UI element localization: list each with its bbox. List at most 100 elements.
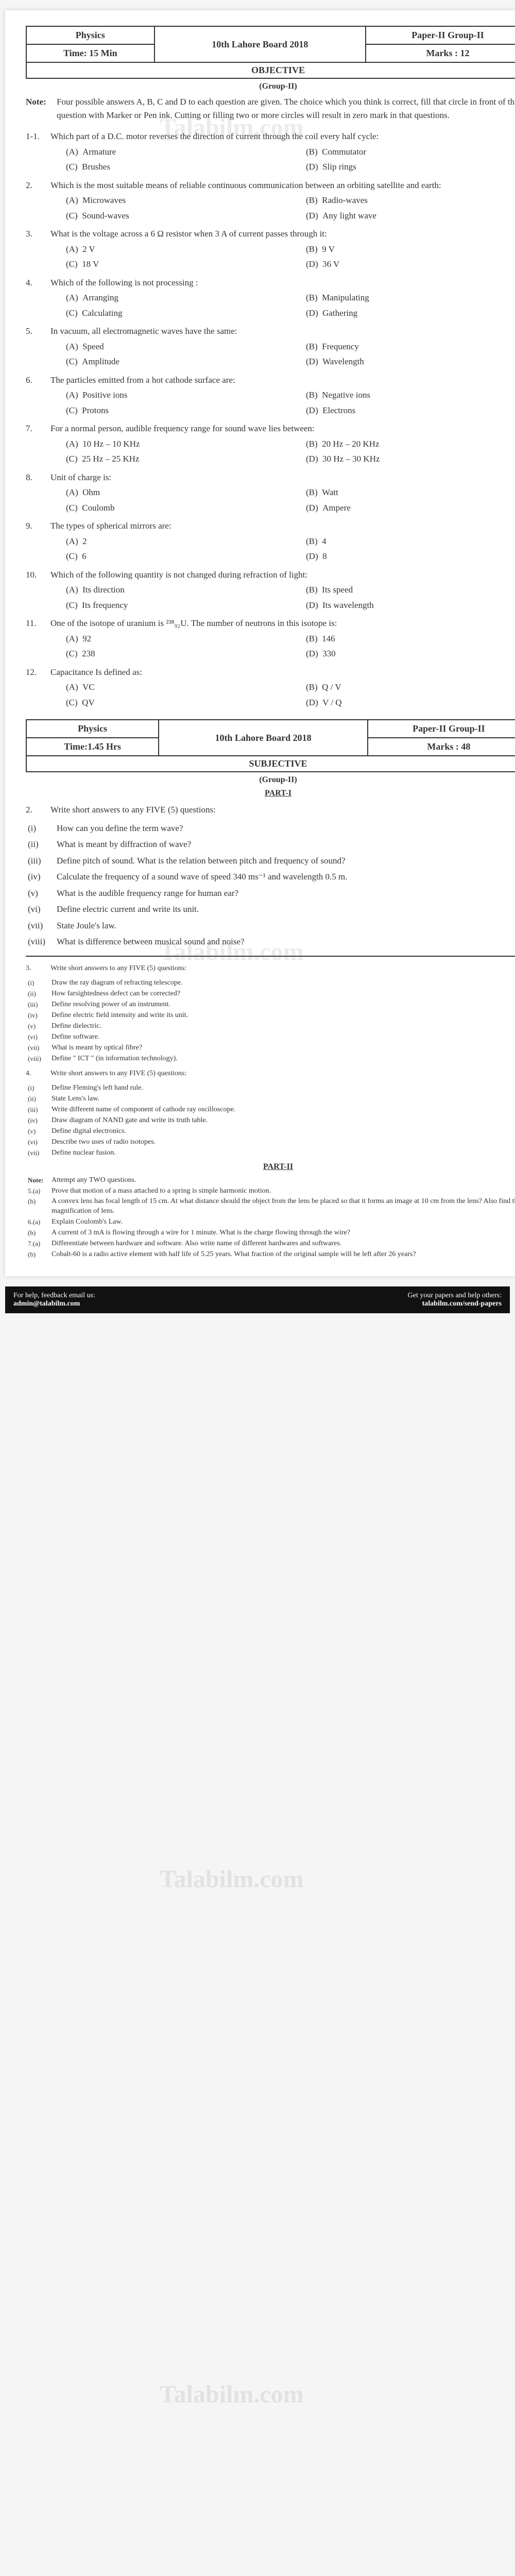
sub-question: (i)Draw the ray diagram of refracting te… <box>26 978 515 988</box>
footer-bar: For help, feedback email us: admin@talab… <box>5 1286 510 1313</box>
q-number: 9. <box>26 519 32 533</box>
option-a: (A) Microwaves <box>66 194 290 207</box>
sub-label: (vii) <box>28 1148 39 1158</box>
sub-question: (viii)What is difference between musical… <box>26 935 515 948</box>
sub-text: Write different name of component of cat… <box>52 1106 235 1113</box>
board-cell: 10th Lahore Board 2018 <box>154 26 366 62</box>
q-number: 4. <box>26 276 32 290</box>
sub-question: (b)Cobalt-60 is a radio active element w… <box>26 1250 515 1260</box>
note-text: Four possible answers A, B, C and D to e… <box>57 97 515 120</box>
option-a: (A) Ohm <box>66 486 290 499</box>
q3-subitems: (i)Draw the ray diagram of refracting te… <box>26 978 515 1063</box>
sub-question: (iii)Define resolving power of an instru… <box>26 1000 515 1010</box>
option-c: (C) Calculating <box>66 307 290 320</box>
sub-label: (iv) <box>28 870 41 884</box>
mcq-item: 2.Which is the most suitable means of re… <box>26 179 515 223</box>
sub-label: (iii) <box>28 854 41 868</box>
option-b: (B) Q / V <box>306 681 515 694</box>
option-d: (D) 8 <box>306 550 515 563</box>
options: (A) Armature(B) Commutator(C) Brushes(D)… <box>50 145 515 174</box>
q-text: Write short answers to any FIVE (5) ques… <box>50 805 216 815</box>
option-c: (C) Amplitude <box>66 355 290 368</box>
mcq-item: 1-1.Which part of a D.C. motor reverses … <box>26 130 515 174</box>
sub-label: (iii) <box>28 1105 38 1114</box>
q2-subitems: (i)How can you define the term wave? (ii)… <box>26 822 515 948</box>
part-1-title: PART-I <box>26 789 515 798</box>
footer-left: For help, feedback email us: admin@talab… <box>13 1292 95 1308</box>
sub-text: What is the audible frequency range for … <box>57 888 238 898</box>
option-c: (C) QV <box>66 696 290 709</box>
watermark: Talabilm.com <box>160 1865 304 1893</box>
q-text: What is the voltage across a 6 Ω resisto… <box>50 229 327 239</box>
part-2-title: PART-II <box>26 1162 515 1172</box>
sub-question: (v) What is the audible frequency range f… <box>26 887 515 900</box>
sub-label: (vi) <box>28 1138 38 1147</box>
subject-cell: Physics <box>26 26 154 44</box>
sub-text: Define electric field intensity and writ… <box>52 1011 188 1019</box>
sub-label: (vii) <box>28 1043 39 1053</box>
paper-cell: Paper-II Group-II <box>368 720 515 738</box>
mcq-item: 5. In vacuum, all electromagnetic waves h… <box>26 325 515 368</box>
sub-label: (v) <box>28 1022 36 1031</box>
sub-text: Draw diagram of NAND gate and write its … <box>52 1116 208 1124</box>
group-label: (Group-II) <box>26 82 515 91</box>
group-label-2: (Group-II) <box>26 775 515 785</box>
sub-question: 6.(a)Explain Coulomb's Law. <box>26 1217 515 1227</box>
q-number: 12. <box>26 666 37 679</box>
sub-text: A current of 3 mA is flowing through a w… <box>52 1229 350 1236</box>
note-block: Note: Four possible answers A, B, C and … <box>26 95 515 122</box>
divider <box>26 956 515 957</box>
objective-header-table: Physics 10th Lahore Board 2018 Paper-II … <box>26 26 515 63</box>
sub-question: (i)How can you define the term wave? <box>26 822 515 835</box>
sub-text: A convex lens has focal length of 15 cm.… <box>52 1197 515 1215</box>
sub-label: (ii) <box>28 838 39 851</box>
sub-question: (iv)Calculate the frequency of a sound w… <box>26 870 515 884</box>
option-b: (B) 146 <box>306 632 515 646</box>
q4-subitems: (i)Define Fleming's left hand rule.(ii)S… <box>26 1083 515 1158</box>
q-number: 5. <box>26 325 32 338</box>
footer-right: Get your papers and help others: talabil… <box>408 1292 502 1308</box>
sub-label: (i) <box>28 978 34 988</box>
option-b: (B) 20 Hz – 20 KHz <box>306 437 515 451</box>
sub-label: (ii) <box>28 1094 36 1104</box>
sub-label: (ii) <box>28 989 36 998</box>
footer-link[interactable]: talabilm.com/send-papers <box>408 1300 502 1308</box>
option-c: (C) 238 <box>66 647 290 660</box>
sub-label: (vi) <box>28 903 41 916</box>
q-text: Which part of a D.C. motor reverses the … <box>50 131 379 141</box>
sub-question: (v)Define dielectric. <box>26 1022 515 1031</box>
sub-text: Prove that motion of a mass attached to … <box>52 1187 271 1195</box>
sub-question: (vi)Define software. <box>26 1032 515 1042</box>
option-b: (B) Frequency <box>306 340 515 353</box>
option-c: (C) Protons <box>66 404 290 417</box>
option-c: (C) 6 <box>66 550 290 563</box>
q-number: 8. <box>26 471 32 484</box>
sub-text: State Lens's law. <box>52 1095 99 1103</box>
q-number: 2. <box>26 803 32 817</box>
paper-cell: Paper-II Group-II <box>366 26 515 44</box>
sub-question: (vii)Define nuclear fusion. <box>26 1148 515 1158</box>
sub-text: Describe two uses of radio isotopes. <box>52 1138 156 1146</box>
sub-label: (v) <box>28 887 38 900</box>
q-text: Which of the following quantity is not c… <box>50 570 307 580</box>
sub-text: Differentiate between hardware and softw… <box>52 1240 341 1247</box>
sub-question: (ii)What is meant by diffraction of wave… <box>26 838 515 851</box>
footer-submit-text: Get your papers and help others: <box>408 1292 502 1300</box>
option-b: (B) 4 <box>306 535 515 548</box>
short-question-2: 2. Write short answers to any FIVE (5) q… <box>26 803 515 817</box>
option-b: (B) Commutator <box>306 145 515 159</box>
q-text: In vacuum, all electromagnetic waves hav… <box>50 326 237 336</box>
option-a: (A) 2 <box>66 535 290 548</box>
sub-question: (b)A convex lens has focal length of 15 … <box>26 1197 515 1216</box>
q-number: 3. <box>26 964 31 974</box>
footer-email[interactable]: admin@talabilm.com <box>13 1300 95 1308</box>
sub-text: Define resolving power of an instrument. <box>52 1001 170 1008</box>
sub-question: (vi) Describe two uses of radio isotopes. <box>26 1138 515 1147</box>
option-d: (D) Ampere <box>306 501 515 515</box>
option-a: (A) 92 <box>66 632 290 646</box>
option-a: (A) Arranging <box>66 291 290 304</box>
q-text: One of the isotope of uranium is ²³⁸₉₂U.… <box>50 618 337 628</box>
option-d: (D) 330 <box>306 647 515 660</box>
option-d: (D) 36 V <box>306 258 515 271</box>
option-d: (D) V / Q <box>306 696 515 709</box>
